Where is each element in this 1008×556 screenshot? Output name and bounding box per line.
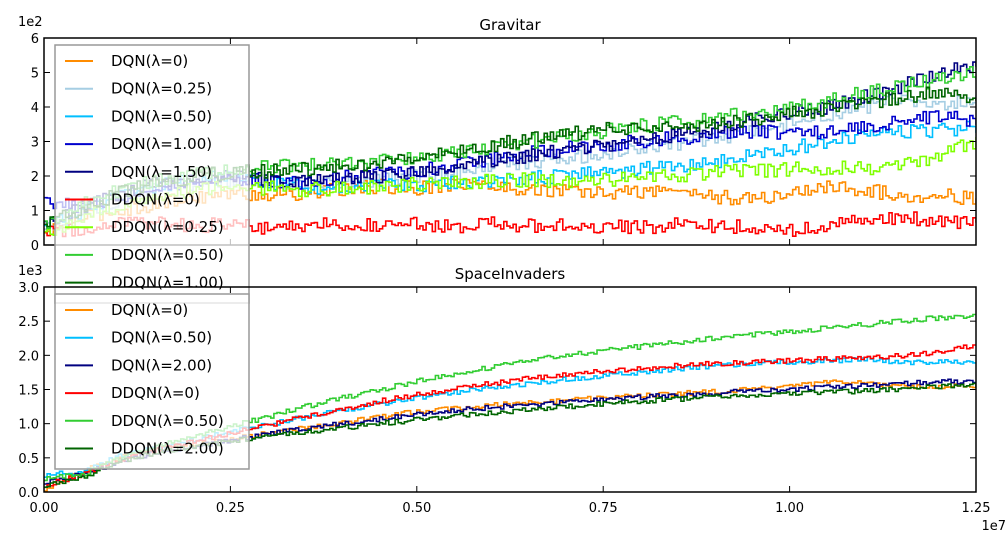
legend: DQN(λ=0) DQN(λ=0.50) DQN(λ=2.00) DDQN(λ=0) D… bbox=[54, 293, 250, 470]
y-offset-label: 1e3 bbox=[18, 264, 43, 279]
x-offset-label: 1e7 bbox=[981, 519, 1006, 534]
legend-label-2: DQN(λ=0.25) bbox=[111, 80, 212, 98]
legend-label-4: DDQN(λ=0) bbox=[111, 384, 200, 402]
legend-label-1: DQN(λ=0) bbox=[111, 52, 188, 70]
x-tick-label: 0.00 bbox=[30, 501, 59, 516]
legend-label-1: DQN(λ=0) bbox=[111, 301, 188, 319]
legend-label-3: DQN(λ=0.50) bbox=[111, 107, 212, 125]
y-tick-label: 6 bbox=[31, 32, 39, 47]
legend-label-6: DDQN(λ=2.00) bbox=[111, 440, 224, 458]
y-tick-label: 2.0 bbox=[18, 349, 39, 364]
x-tick-label: 1.25 bbox=[962, 501, 991, 516]
y-tick-label: 0.5 bbox=[18, 452, 39, 467]
chart-title: SpaceInvaders bbox=[455, 265, 566, 283]
y-tick-label: 1 bbox=[31, 205, 39, 220]
y-tick-label: 3 bbox=[31, 136, 39, 151]
chart-panel-1: 0123456Gravitar1e2DQN(λ=0)DQN(λ=0.25)DQN… bbox=[18, 15, 977, 304]
legend-label-5: DQN(λ=1.50) bbox=[111, 163, 212, 181]
y-tick-label: 0 bbox=[31, 239, 39, 254]
legend-label-9: DDQN(λ=1.00) bbox=[111, 274, 224, 292]
legend-label-4: DQN(λ=1.00) bbox=[111, 135, 212, 153]
y-tick-label: 4 bbox=[31, 101, 39, 116]
chart-title: Gravitar bbox=[479, 16, 541, 34]
y-tick-label: 1.0 bbox=[18, 418, 39, 433]
y-tick-label: 2 bbox=[31, 170, 39, 185]
y-tick-label: 3.0 bbox=[18, 281, 39, 296]
legend-label-6: DDQN(λ=0) bbox=[111, 191, 200, 209]
y-tick-label: 0.0 bbox=[18, 486, 39, 501]
y-tick-label: 5 bbox=[31, 67, 39, 82]
legend: DQN(λ=0) DQN(λ=0.25) DQN(λ=0.50) DQN(λ=1.00… bbox=[54, 44, 250, 304]
x-tick-label: 0.75 bbox=[589, 501, 618, 516]
x-tick-label: 0.50 bbox=[402, 501, 431, 516]
legend-box bbox=[54, 293, 250, 470]
legend-label-2: DQN(λ=0.50) bbox=[111, 329, 212, 347]
chart-panel-2: 0.0 0.5 1.0 1.5 2.0 2.5 3.0 0.00 0.25 0.50 0.75 1.0… bbox=[18, 264, 1006, 534]
legend-label-5: DDQN(λ=0.50) bbox=[111, 412, 224, 430]
y-tick-label: 1.5 bbox=[18, 384, 39, 399]
legend-label-7: DDQN(λ=0.25) bbox=[111, 218, 224, 236]
x-tick-label: 1.00 bbox=[775, 501, 804, 516]
legend-label-3: DQN(λ=2.00) bbox=[111, 356, 212, 374]
legend-label-8: DDQN(λ=0.50) bbox=[111, 246, 224, 264]
y-tick-label: 2.5 bbox=[18, 315, 39, 330]
x-tick-label: 0.25 bbox=[216, 501, 245, 516]
y-offset-label: 1e2 bbox=[18, 15, 43, 30]
